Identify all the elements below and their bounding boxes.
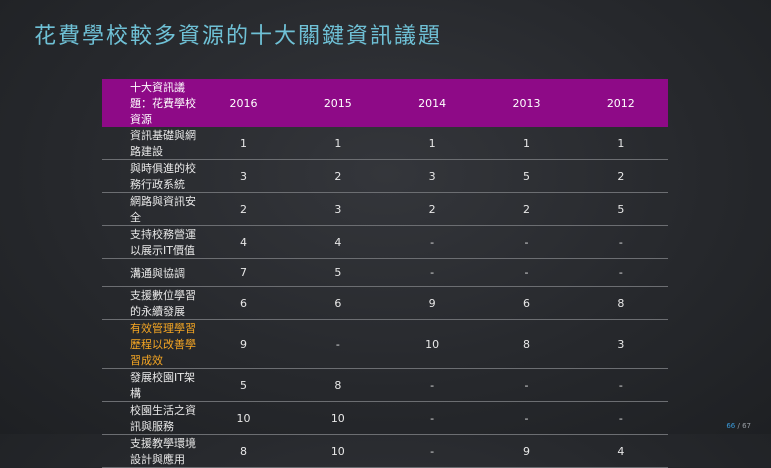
table-cell-topic: 支援教學環境設計與應用 [102,434,197,468]
table-cell-rank: 7 [196,258,291,287]
table-cell-rank: 3 [196,159,291,193]
issues-table: 十大資訊議題：花費學校資源 2016 2015 2014 2013 2012 資… [102,79,668,468]
table-cell-rank: - [573,401,668,435]
table-cell-rank: 1 [196,127,291,160]
table-row: 資訊基礎與網路建設 1 1 1 1 1 [102,127,668,160]
table-row: 發展校園IT架構 5 8 - - - [102,368,668,402]
table-cell-topic: 有效管理學習歷程以改善學習成效 [102,319,197,369]
table-row: 與時俱進的校務行政系統 3 2 3 5 2 [102,159,668,193]
header-cell-topic: 十大資訊議題：花費學校資源 [102,79,197,127]
table-cell-rank: 8 [290,368,385,402]
table-cell-rank: 1 [384,127,480,160]
table-cell-rank: 8 [479,319,574,369]
table-cell-rank: 2 [573,159,668,193]
table-cell-rank: 10 [290,434,385,468]
table-cell-rank: 6 [479,286,574,320]
table-cell-rank: 3 [384,159,480,193]
table-cell-topic: 網路與資訊安全 [102,192,197,226]
table-cell-rank: - [290,319,385,369]
table-cell-rank: 2 [479,192,574,226]
table-cell-rank: - [384,368,480,402]
header-cell-2013: 2013 [479,79,574,127]
page-current: 66 [726,422,736,430]
table-row: 支援教學環境設計與應用 8 10 - 9 4 [102,434,668,468]
table-cell-rank: 8 [196,434,291,468]
table-cell-rank: 10 [384,319,480,369]
table-cell-rank: 10 [196,401,291,435]
table-cell-rank: 5 [573,192,668,226]
table-cell-rank: 9 [196,319,291,369]
table-cell-rank: 1 [479,127,574,160]
table-cell-rank: 5 [196,368,291,402]
header-cell-2016: 2016 [196,79,291,127]
page-number: 66 / 67 [726,422,751,430]
table-row: 支持校務營運以展示IT價值 4 4 - - - [102,225,668,259]
header-cell-2014: 2014 [384,79,480,127]
table-cell-topic: 支援數位學習的永續發展 [102,286,197,320]
table-cell-rank: 6 [196,286,291,320]
table-cell-rank: 4 [290,225,385,259]
table-header-row: 十大資訊議題：花費學校資源 2016 2015 2014 2013 2012 [102,79,668,127]
page-total: 67 [742,422,751,430]
header-cell-2012: 2012 [573,79,668,127]
table-cell-rank: 9 [384,286,480,320]
table-cell-rank: - [479,225,574,259]
table-cell-rank: - [573,258,668,287]
table-cell-rank: - [384,401,480,435]
header-cell-2015: 2015 [290,79,385,127]
table-cell-rank: - [384,434,480,468]
table-cell-rank: 2 [384,192,480,226]
table-cell-rank: 6 [290,286,385,320]
table-cell-topic: 發展校園IT架構 [102,368,197,402]
table-cell-rank: 3 [573,319,668,369]
table-cell-topic: 與時俱進的校務行政系統 [102,159,197,193]
table-cell-rank: 9 [479,434,574,468]
table-row: 校園生活之資訊與服務 10 10 - - - [102,401,668,435]
table-cell-rank: - [479,368,574,402]
table-cell-rank: 3 [290,192,385,226]
table-cell-rank: 2 [196,192,291,226]
table-row: 支援數位學習的永續發展 6 6 9 6 8 [102,286,668,320]
table-cell-rank: 5 [290,258,385,287]
table-cell-rank: 10 [290,401,385,435]
page-title: 花費學校較多資源的十大關鍵資訊議題 [34,24,443,49]
table-row: 溝通與協調 7 5 - - - [102,258,668,287]
table-cell-rank: - [573,225,668,259]
table-row-highlighted: 有效管理學習歷程以改善學習成效 9 - 10 8 3 [102,319,668,369]
table-cell-topic: 校園生活之資訊與服務 [102,401,197,435]
table-cell-rank: - [573,368,668,402]
table-cell-rank: 8 [573,286,668,320]
table-cell-rank: - [384,258,480,287]
table-cell-rank: 5 [479,159,574,193]
table-cell-rank: 4 [573,434,668,468]
table-cell-rank: 4 [196,225,291,259]
table-row: 網路與資訊安全 2 3 2 2 5 [102,192,668,226]
table-cell-topic: 溝通與協調 [102,258,197,287]
table-cell-rank: - [479,401,574,435]
table-cell-rank: 1 [290,127,385,160]
table-cell-rank: - [479,258,574,287]
table-cell-topic: 資訊基礎與網路建設 [102,127,197,160]
table-cell-rank: 2 [290,159,385,193]
page-separator: / [735,422,743,430]
table-cell-rank: 1 [573,127,668,160]
table-cell-rank: - [384,225,480,259]
table-cell-topic: 支持校務營運以展示IT價值 [102,225,197,259]
